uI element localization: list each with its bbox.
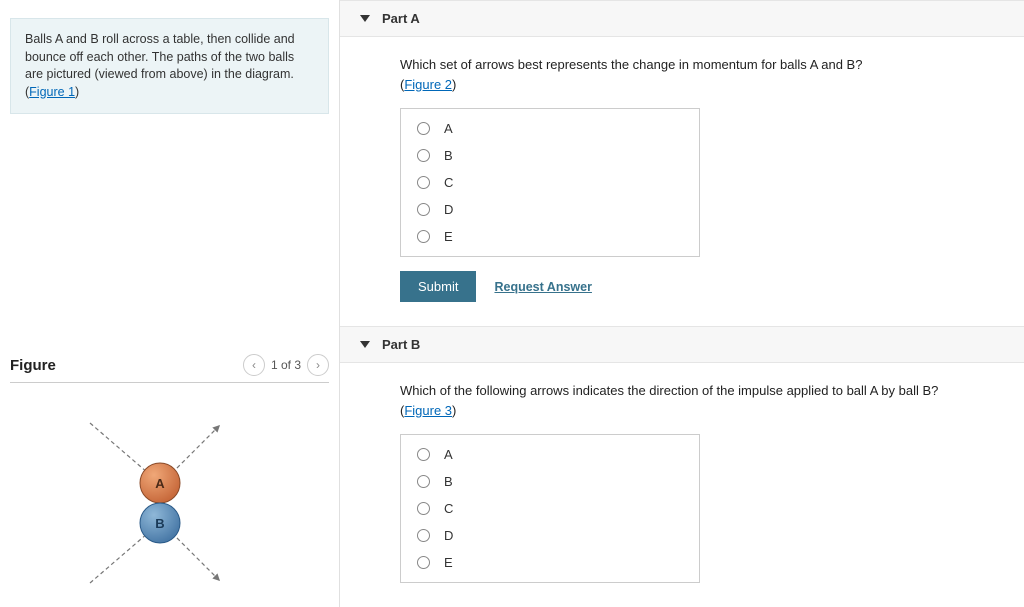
radio-icon (417, 502, 430, 515)
figure3-link[interactable]: Figure 3 (404, 403, 452, 418)
part-a-submit-row: Submit Request Answer (400, 271, 994, 302)
part-b-option-c[interactable]: C (401, 495, 699, 522)
figure-title: Figure (10, 357, 56, 374)
problem-text-suffix: ) (75, 85, 79, 99)
option-label: C (444, 175, 453, 190)
figure-next-button[interactable]: › (307, 354, 329, 376)
part-a-question-text: Which set of arrows best represents the … (400, 57, 862, 72)
option-label: B (444, 474, 453, 489)
part-b-body: Which of the following arrows indicates … (340, 363, 1024, 597)
part-a-option-a[interactable]: A (401, 115, 699, 142)
option-label: B (444, 148, 453, 163)
part-b-option-d[interactable]: D (401, 522, 699, 549)
submit-button[interactable]: Submit (400, 271, 476, 302)
part-b-option-a[interactable]: A (401, 441, 699, 468)
figure-counter: 1 of 3 (271, 358, 301, 372)
part-b-option-b[interactable]: B (401, 468, 699, 495)
problem-statement: Balls A and B roll across a table, then … (10, 18, 329, 114)
part-b-title: Part B (382, 337, 420, 352)
radio-icon (417, 176, 430, 189)
option-label: C (444, 501, 453, 516)
part-a-title: Part A (382, 11, 420, 26)
left-column: Balls A and B roll across a table, then … (0, 0, 340, 607)
part-a-option-d[interactable]: D (401, 196, 699, 223)
radio-icon (417, 529, 430, 542)
figure-header: Figure ‹ 1 of 3 › (10, 354, 329, 383)
part-b-option-e[interactable]: E (401, 549, 699, 576)
figure-diagram: A B (10, 383, 329, 596)
radio-icon (417, 556, 430, 569)
figure2-link[interactable]: Figure 2 (404, 77, 452, 92)
part-b-block: Part B Which of the following arrows ind… (340, 326, 1024, 597)
radio-icon (417, 122, 430, 135)
radio-icon (417, 448, 430, 461)
radio-icon (417, 475, 430, 488)
caret-down-icon (360, 341, 370, 348)
figure1-link[interactable]: Figure 1 (29, 85, 75, 99)
collision-diagram-svg: A B (70, 413, 250, 593)
part-a-option-b[interactable]: B (401, 142, 699, 169)
radio-icon (417, 203, 430, 216)
part-a-option-c[interactable]: C (401, 169, 699, 196)
option-label: D (444, 202, 453, 217)
part-a-body: Which set of arrows best represents the … (340, 37, 1024, 316)
main-layout: Balls A and B roll across a table, then … (0, 0, 1024, 607)
part-a-question: Which set of arrows best represents the … (400, 55, 994, 94)
part-a-block: Part A Which set of arrows best represen… (340, 0, 1024, 316)
part-b-options: A B C D E (400, 434, 700, 583)
radio-icon (417, 230, 430, 243)
right-column: Part A Which set of arrows best represen… (340, 0, 1024, 607)
option-label: D (444, 528, 453, 543)
figure-prev-button[interactable]: ‹ (243, 354, 265, 376)
option-label: A (444, 447, 453, 462)
part-b-question: Which of the following arrows indicates … (400, 381, 994, 420)
figure-section: Figure ‹ 1 of 3 › (10, 354, 329, 596)
part-b-header[interactable]: Part B (340, 326, 1024, 363)
part-b-question-text: Which of the following arrows indicates … (400, 383, 938, 398)
svg-text:B: B (155, 516, 164, 531)
radio-icon (417, 149, 430, 162)
part-a-options: A B C D E (400, 108, 700, 257)
part-a-header[interactable]: Part A (340, 0, 1024, 37)
option-label: A (444, 121, 453, 136)
part-a-option-e[interactable]: E (401, 223, 699, 250)
option-label: E (444, 555, 453, 570)
figure-nav: ‹ 1 of 3 › (243, 354, 329, 376)
option-label: E (444, 229, 453, 244)
request-answer-link[interactable]: Request Answer (494, 280, 591, 294)
svg-text:A: A (155, 476, 165, 491)
caret-down-icon (360, 15, 370, 22)
